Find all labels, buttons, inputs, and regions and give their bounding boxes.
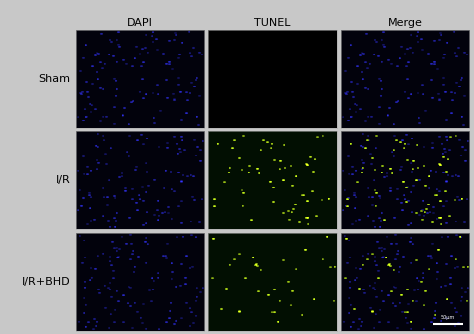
Text: 50μm: 50μm: [441, 315, 455, 320]
Text: Merge: Merge: [388, 18, 422, 28]
Text: TUNEL: TUNEL: [254, 18, 291, 28]
Text: DAPI: DAPI: [127, 18, 153, 28]
Text: I/R+BHD: I/R+BHD: [21, 277, 70, 287]
Text: Sham: Sham: [38, 74, 70, 84]
Text: I/R: I/R: [55, 175, 70, 185]
